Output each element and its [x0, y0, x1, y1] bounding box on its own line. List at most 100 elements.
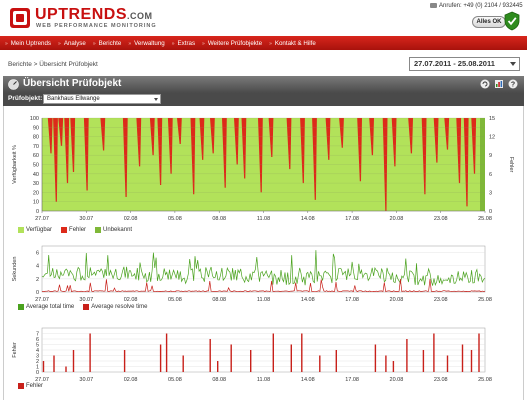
arrow-right-icon: »: [128, 40, 132, 47]
legend-item-fehler: Fehler: [61, 227, 86, 233]
legend-item-total-time: Average total time: [18, 304, 74, 310]
nav-item-analyse[interactable]: » Analyse: [58, 39, 86, 47]
response-x-tick: 02.08: [124, 297, 138, 303]
availability-y2-tick: 9: [489, 153, 492, 159]
availability-y-tick: 60: [33, 153, 39, 159]
probe-select[interactable]: Bankhaus Ellwange: [43, 94, 161, 104]
error-bar: [123, 350, 126, 372]
breadcrumb-link-berichte[interactable]: Berichte: [8, 61, 32, 68]
arrow-right-icon: »: [5, 40, 8, 47]
availability-x-tick: 17.08: [345, 216, 359, 222]
charts-area: 0 10 20 30 40 50 60 70 80 90 100 0 3 6 9 12 15 27.07 30.07…: [3, 106, 524, 400]
availability-y-label: Verfügbarkeit %: [12, 145, 18, 184]
response-x-tick: 11.08: [257, 297, 270, 303]
availability-x-tick: 05.08: [168, 216, 182, 222]
export-icon[interactable]: [494, 79, 504, 89]
phone-icon: [430, 3, 437, 8]
logo-wordmark: UPTRENDS.COM: [35, 6, 153, 23]
logo-icon: [10, 8, 30, 28]
arrow-right-icon: »: [58, 40, 61, 47]
error-bar: [301, 333, 303, 372]
panel-title: Übersicht Prüfobjekt: [23, 78, 122, 89]
errors-y-tick: 0: [36, 370, 39, 376]
error-bar: [385, 355, 387, 372]
refresh-icon[interactable]: [480, 79, 490, 89]
error-bar: [406, 339, 408, 372]
date-range-value: 27.07.2011 - 25.08.2011: [414, 59, 495, 68]
response-y-tick: 0: [36, 290, 39, 296]
nav-item-mein-uptrends[interactable]: » Mein Uptrends: [5, 39, 52, 47]
nav-item-berichte[interactable]: » Berichte: [92, 39, 122, 47]
phone-contact: Anrufen: +49 (0) 2104 / 932445: [430, 3, 523, 9]
shield-check-icon[interactable]: [504, 11, 520, 31]
response-x-tick: 27.07: [35, 297, 49, 303]
availability-y-tick: 100: [30, 116, 39, 122]
main-nav: » Mein Uptrends » Analyse » Berichte » Verwa…: [0, 36, 527, 50]
response-x-tick: 14.08: [301, 297, 315, 303]
legend-availability: Verfügbar Fehler Unbekannt: [18, 227, 141, 233]
availability-y2-tick: 0: [489, 209, 492, 215]
legend-item-errors: Fehler: [18, 383, 43, 389]
error-bar: [470, 350, 473, 372]
errors-y-tick: 4: [36, 348, 39, 354]
response-y-label: Sekunden: [12, 257, 18, 282]
error-bar: [272, 333, 274, 372]
arrow-right-icon: »: [202, 40, 205, 47]
legend-swatch: [18, 304, 24, 310]
error-bar: [65, 366, 67, 372]
errors-x-tick: 17.08: [345, 377, 359, 383]
date-range-select[interactable]: 27.07.2011 - 25.08.2011: [409, 57, 520, 71]
response-x-tick: 25.08: [478, 297, 492, 303]
errors-x-tick: 14.08: [301, 377, 315, 383]
logo-tagline: WEB PERFORMANCE MONITORING: [36, 23, 157, 29]
error-bar: [392, 361, 395, 372]
arrow-right-icon: »: [269, 40, 272, 47]
availability-y2-tick: 12: [489, 135, 495, 141]
errors-y-label: Fehler: [12, 342, 18, 358]
errors-y-tick: 6: [36, 337, 39, 343]
breadcrumb-separator: >: [33, 61, 38, 68]
error-bar: [42, 361, 45, 372]
response-y-tick: 6: [36, 251, 39, 257]
nav-item-weitere-pruefobjekte[interactable]: » Weitere Prüfobjekte: [202, 39, 263, 47]
errors-x-tick: 25.08: [478, 377, 492, 383]
error-bar: [53, 355, 55, 372]
nav-item-kontakt-hilfe[interactable]: » Kontakt & Hilfe: [269, 39, 316, 47]
response-x-tick: 17.08: [345, 297, 359, 303]
help-icon[interactable]: ?: [508, 79, 518, 89]
availability-x-tick: 08.08: [212, 216, 226, 222]
response-x-tick: 05.08: [168, 297, 182, 303]
probe-select-row: Prüfobjekt: Bankhaus Ellwange: [3, 93, 524, 106]
nav-item-extras[interactable]: » Extras: [171, 39, 196, 47]
error-bar: [290, 344, 292, 372]
error-bar: [374, 344, 377, 372]
error-bar: [217, 361, 219, 372]
availability-x-tick: 14.08: [301, 216, 315, 222]
availability-x-tick: 20.08: [390, 216, 404, 222]
availability-y-tick: 70: [33, 144, 39, 150]
response-y-tick: 2: [36, 277, 39, 283]
errors-x-tick: 11.08: [257, 377, 270, 383]
availability-y2-tick: 6: [489, 172, 492, 178]
error-bar: [72, 350, 75, 372]
errors-y-tick: 1: [36, 365, 39, 371]
probe-value: Bankhaus Ellwange: [47, 96, 100, 102]
legend-item-unbekannt: Unbekannt: [95, 227, 132, 233]
errors-x-tick: 23.08: [434, 377, 448, 383]
errors-y-tick: 5: [36, 343, 39, 349]
errors-y-tick: 2: [36, 359, 39, 365]
series-total-time: [41, 250, 486, 287]
availability-y-tick: 80: [33, 135, 39, 141]
response-x-tick: 08.08: [212, 297, 226, 303]
error-bar: [159, 344, 162, 372]
chevron-down-icon: [154, 98, 158, 101]
status-ok-button[interactable]: Alles OK: [472, 16, 506, 28]
availability-y2-tick: 15: [489, 116, 495, 122]
nav-item-verwaltung[interactable]: » Verwaltung: [128, 39, 165, 47]
error-bar: [335, 350, 337, 372]
error-bar: [250, 350, 252, 372]
errors-x-tick: 08.08: [212, 377, 226, 383]
legend-item-resolve-time: Average resolve time: [83, 304, 148, 310]
legend-swatch: [18, 227, 24, 233]
